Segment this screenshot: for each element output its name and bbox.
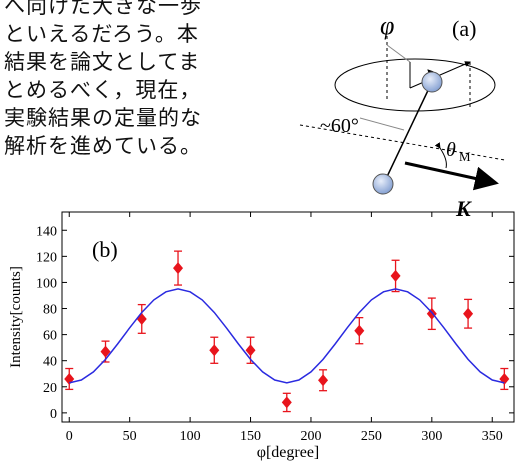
fit-curve bbox=[69, 289, 504, 383]
data-point bbox=[354, 325, 364, 337]
angle-leader bbox=[360, 118, 404, 130]
x-tick-label: 100 bbox=[180, 429, 201, 444]
x-tick-label: 50 bbox=[123, 429, 137, 444]
y-tick-label: 120 bbox=[36, 250, 57, 265]
angle-label: ~60° bbox=[320, 115, 359, 137]
theta-subscript: M bbox=[459, 149, 471, 164]
vector-label: K bbox=[455, 196, 472, 221]
data-point bbox=[173, 262, 183, 274]
x-tick-label: 0 bbox=[66, 429, 73, 444]
atom bbox=[422, 72, 442, 92]
theta-label: θ bbox=[446, 139, 456, 161]
page: {"text": {"lines": ["へ向けた大きな一歩", "といえるだろ… bbox=[0, 0, 518, 464]
rotation-ellipse bbox=[335, 59, 495, 111]
data-point bbox=[137, 313, 147, 325]
x-tick-label: 300 bbox=[421, 429, 442, 444]
y-tick-label: 40 bbox=[43, 355, 57, 370]
x-tick-label: 350 bbox=[482, 429, 503, 444]
phi-label: φ bbox=[380, 11, 394, 40]
y-tick-label: 140 bbox=[36, 224, 57, 239]
panel-label: (b) bbox=[92, 237, 118, 262]
x-tick-label: 250 bbox=[361, 429, 382, 444]
y-tick-label: 0 bbox=[50, 407, 57, 422]
data-point bbox=[318, 374, 328, 386]
data-point bbox=[209, 344, 219, 356]
k-vector bbox=[405, 163, 496, 183]
x-tick-label: 150 bbox=[240, 429, 261, 444]
data-point bbox=[499, 373, 509, 385]
y-axis-label: Intensity[counts] bbox=[8, 266, 24, 368]
panel-label: (a) bbox=[452, 16, 476, 41]
x-axis-label: φ[degree] bbox=[257, 444, 320, 461]
y-tick-label: 80 bbox=[43, 303, 57, 318]
data-point bbox=[463, 308, 473, 320]
atom bbox=[373, 174, 393, 194]
data-point bbox=[391, 270, 401, 282]
x-tick-label: 200 bbox=[300, 429, 321, 444]
chart: (b) φ[degree] Intensity[counts] 0 50 100 15… bbox=[8, 212, 514, 461]
y-tick-label: 20 bbox=[43, 381, 57, 396]
data-point bbox=[64, 373, 74, 385]
figure: φ (a) ~60° θ M K (b) φ[degree] Intensity… bbox=[0, 0, 518, 464]
y-tick-label: 100 bbox=[36, 276, 57, 291]
plot-frame bbox=[62, 212, 514, 422]
y-tick-label: 60 bbox=[43, 329, 57, 344]
diagram: φ (a) ~60° θ M K bbox=[300, 11, 505, 221]
data-point bbox=[282, 396, 292, 408]
